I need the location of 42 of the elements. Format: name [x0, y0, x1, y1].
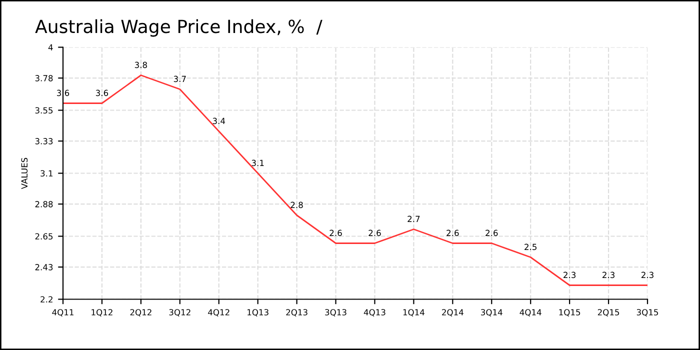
- data-label: 2.6: [330, 230, 342, 236]
- data-label: 2.6: [486, 230, 498, 236]
- x-tick-label: 4Q12: [208, 309, 230, 316]
- y-tick-label: 3.78: [35, 75, 53, 82]
- y-tick-label: 3.55: [35, 107, 53, 114]
- y-tick-label: 4: [48, 44, 53, 50]
- y-tick-label: 2.43: [35, 264, 53, 270]
- data-label: 3.4: [212, 118, 226, 124]
- x-tick-label: 3Q13: [325, 309, 346, 316]
- y-tick-label: 2.88: [35, 201, 53, 208]
- data-label: 2.7: [408, 216, 420, 222]
- chart-title: Australia Wage Price Index, % /: [35, 19, 322, 37]
- data-label: 2.6: [446, 230, 459, 236]
- data-label: 3.7: [174, 76, 186, 82]
- data-label: 3.8: [134, 62, 147, 68]
- data-label: 2.3: [641, 272, 654, 278]
- data-label: 3.6: [96, 90, 108, 96]
- data-label: 3.1: [252, 160, 264, 166]
- x-tick-label: 4Q14: [520, 309, 542, 316]
- y-tick-label: 2.2: [40, 296, 52, 302]
- data-label: 2.8: [290, 202, 303, 208]
- y-tick-label: 3.33: [35, 138, 53, 144]
- y-tick-label: 3.1: [40, 170, 53, 177]
- x-tick-label: 2Q15: [598, 309, 620, 316]
- x-tick-label: 1Q12: [92, 309, 112, 316]
- x-tick-label: 1Q13: [248, 309, 268, 316]
- data-label: 2.5: [524, 244, 536, 250]
- x-tick-label: 2Q12: [130, 309, 152, 316]
- y-axis-title: VALUES: [21, 158, 28, 190]
- y-tick-label: 2.65: [35, 233, 53, 240]
- x-tick-label: 3Q14: [481, 309, 502, 316]
- data-label: 2.3: [564, 272, 576, 278]
- x-tick-label: 3Q12: [169, 309, 190, 316]
- x-tick-label: 4Q13: [364, 309, 386, 316]
- x-tick-label: 2Q13: [286, 309, 308, 316]
- data-label: 2.3: [602, 272, 614, 278]
- x-tick-label: 2Q14: [442, 309, 464, 316]
- x-tick-label: 1Q15: [559, 309, 580, 316]
- data-label: 2.6: [368, 230, 381, 236]
- x-tick-label: 3Q15: [636, 309, 658, 316]
- x-tick-label: 1Q14: [403, 309, 424, 316]
- x-tick-label: 4Q11: [52, 309, 74, 316]
